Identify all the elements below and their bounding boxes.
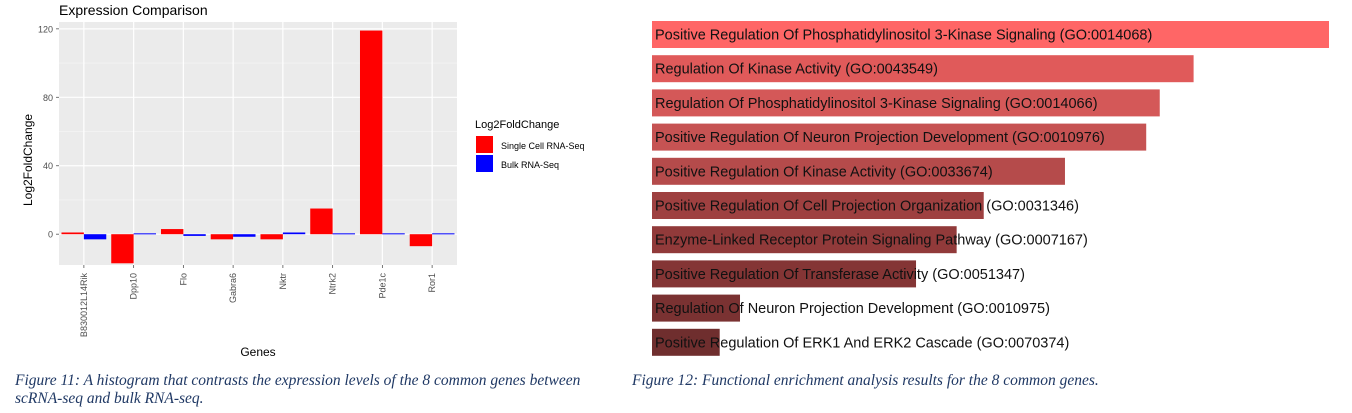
enrichment-term-label: Regulation Of Phosphatidylinositol 3-Kin…	[655, 96, 1098, 112]
enrichment-term-label: Regulation Of Neuron Projection Developm…	[655, 301, 1050, 317]
enrichment-bar	[652, 123, 1147, 151]
enrichment-term-label: Positive Regulation Of Phosphatidylinosi…	[655, 28, 1152, 44]
enrichment-bar	[652, 157, 1065, 185]
bar-single-cell	[210, 234, 234, 240]
legend-title: Log2FoldChange	[475, 119, 559, 131]
y-tick-label: 0	[48, 230, 53, 240]
figure-11-caption: Figure 11: A histogram that contrasts th…	[15, 372, 581, 407]
x-axis-label: Genes	[240, 345, 275, 359]
y-tick-label: 80	[43, 93, 53, 103]
bar-bulk	[233, 234, 256, 237]
bar-bulk	[332, 233, 356, 235]
y-tick-label: 120	[38, 24, 53, 34]
legend-label-single-cell: Single Cell RNA-Seq	[501, 141, 585, 151]
x-tick-label: B830012L14Rik	[79, 273, 89, 338]
enrichment-bar	[652, 260, 917, 288]
enrichment-bar	[652, 21, 1329, 48]
bar-single-cell	[61, 232, 84, 235]
legend-label-bulk: Bulk RNA-Seq	[501, 160, 559, 170]
bar-bulk	[133, 233, 157, 235]
bar-single-cell	[160, 229, 184, 235]
enrichment-term-label: Positive Regulation Of Kinase Activity (…	[655, 164, 993, 180]
bar-single-cell	[111, 234, 134, 264]
bar-single-cell	[359, 30, 383, 235]
x-tick-label: Gabra6	[228, 273, 238, 303]
x-tick-label: Flo	[178, 273, 188, 286]
x-tick-label: Ntrk2	[328, 273, 338, 295]
chart-title: Expression Comparison	[59, 2, 208, 18]
legend-key-bulk	[476, 155, 493, 172]
enrichment-bar	[652, 89, 1160, 117]
enrichment-term-label: Enzyme-Linked Receptor Protein Signaling…	[655, 233, 1088, 249]
bar-single-cell	[409, 234, 433, 247]
figure-12-caption: Figure 12: Functional enrichment analysi…	[632, 372, 1099, 389]
enrichment-bar	[652, 192, 984, 219]
x-tick-label: Dpp10	[129, 273, 139, 300]
enrichment-term-label: Positive Regulation Of Cell Projection O…	[655, 199, 1079, 215]
enrichment-term-label: Positive Regulation Of Transferase Activ…	[655, 267, 1025, 283]
enrichment-term-label: Positive Regulation Of Neuron Projection…	[655, 130, 1105, 146]
bar-bulk	[83, 234, 107, 240]
expression-comparison-chart: Expression Comparison 0 40 80 120 B830012L1…	[21, 2, 585, 359]
x-tick-label: Pde1c	[377, 273, 387, 299]
legend-key-single-cell	[476, 136, 493, 153]
x-tick-label: Nktr	[278, 273, 288, 290]
enrichment-bar	[652, 55, 1194, 83]
enrichment-term-label: Regulation Of Kinase Activity (GO:004354…	[655, 62, 938, 78]
enrichment-bar	[652, 328, 720, 356]
bar-bulk	[382, 233, 405, 235]
y-axis-label: Log2FoldChange	[21, 114, 35, 206]
y-tick-label: 40	[43, 161, 53, 171]
enrichment-bar	[652, 294, 741, 322]
bar-bulk	[432, 233, 455, 235]
enrichment-chart: Positive Regulation Of Phosphatidylinosi…	[652, 21, 1329, 356]
bar-single-cell	[260, 234, 283, 240]
bar-single-cell	[310, 208, 333, 235]
enrichment-bar	[652, 226, 957, 254]
enrichment-term-label: Positive Regulation Of ERK1 And ERK2 Cas…	[655, 335, 1069, 351]
plot-panel	[59, 22, 457, 265]
bar-bulk	[183, 234, 206, 236]
legend: Log2FoldChange Single Cell RNA-Seq Bulk …	[475, 119, 585, 172]
bar-bulk	[282, 232, 306, 235]
x-tick-label: Ror1	[427, 273, 437, 293]
